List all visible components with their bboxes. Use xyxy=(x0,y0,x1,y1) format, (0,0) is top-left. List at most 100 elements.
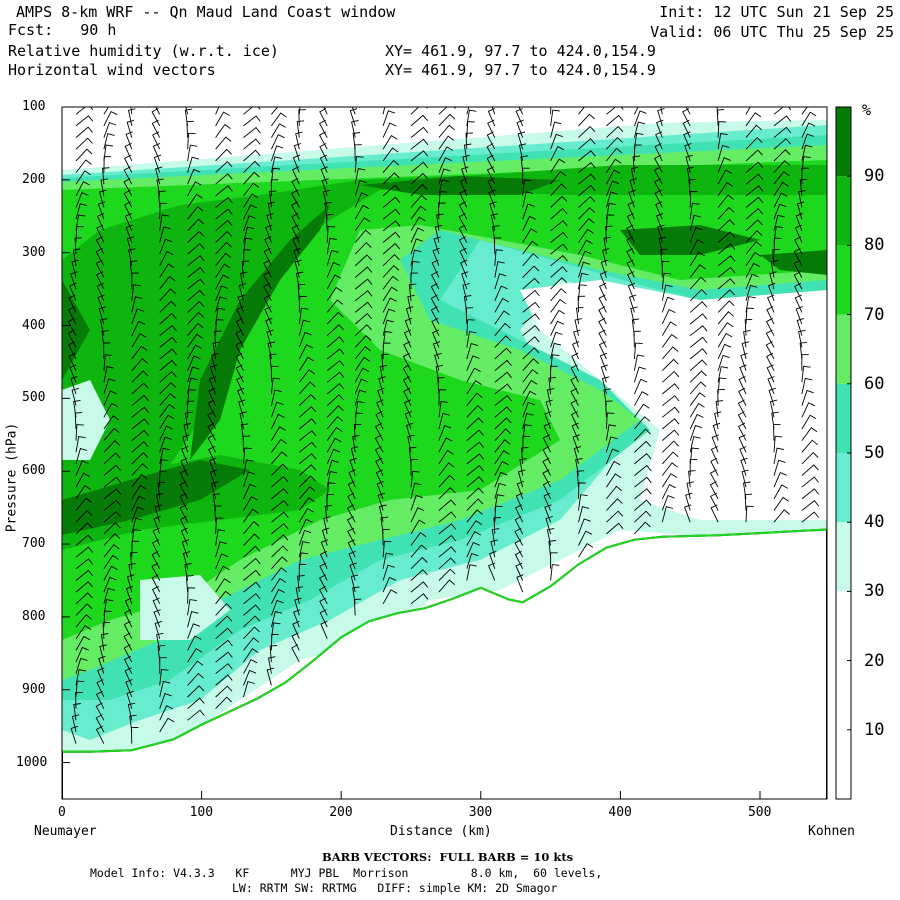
wind-barb xyxy=(270,633,279,651)
wind-barb xyxy=(215,185,233,197)
wind-barb xyxy=(238,399,246,418)
wind-barb xyxy=(717,366,729,383)
wind-barb xyxy=(349,562,357,581)
wind-barb xyxy=(630,306,638,325)
wind-barb xyxy=(215,173,233,185)
wind-barb xyxy=(156,178,164,196)
wind-barb xyxy=(299,430,317,441)
wind-barb xyxy=(628,294,637,313)
wind-barb xyxy=(410,272,418,290)
wind-barb xyxy=(159,275,176,290)
wind-barb xyxy=(159,414,175,430)
wind-barb xyxy=(438,157,452,173)
colorbar-tick-label: 30 xyxy=(864,581,885,602)
wind-barb xyxy=(550,158,566,173)
wind-barb xyxy=(75,424,84,441)
wind-barb xyxy=(75,614,92,628)
wind-barb xyxy=(215,627,233,640)
wind-barb xyxy=(75,460,89,476)
wind-barb xyxy=(215,651,233,663)
wind-barb xyxy=(354,180,367,197)
wind-barb xyxy=(600,364,609,383)
wind-barb xyxy=(801,402,816,418)
wind-barb xyxy=(770,260,779,278)
wind-barb xyxy=(187,230,205,243)
wind-barb xyxy=(771,411,779,430)
wind-barb xyxy=(75,226,84,243)
wind-barb xyxy=(438,511,457,523)
wind-barb xyxy=(321,178,329,197)
wind-barb xyxy=(159,470,167,488)
wind-barb xyxy=(494,505,503,523)
wind-barb xyxy=(75,646,89,663)
wind-barb xyxy=(438,499,456,511)
wind-barb xyxy=(522,369,539,383)
wind-barb xyxy=(131,529,141,546)
wind-barb xyxy=(410,261,420,278)
wind-barb xyxy=(633,132,644,150)
wind-barb xyxy=(326,394,345,407)
wind-barb xyxy=(215,296,227,313)
wind-barb xyxy=(716,107,719,115)
wind-barb xyxy=(798,190,806,208)
wind-barb xyxy=(741,469,750,488)
wind-barb xyxy=(95,690,105,709)
wind-barb xyxy=(466,453,485,465)
wind-barb xyxy=(773,423,781,441)
wind-barb xyxy=(578,530,593,546)
wind-barb xyxy=(131,517,143,535)
wind-barb xyxy=(773,138,791,150)
wind-barb xyxy=(801,464,819,476)
chart-title: AMPS 8-km WRF -- Qn Maud Land Coast wind… xyxy=(16,3,396,21)
wind-barb xyxy=(73,703,81,721)
wind-barb xyxy=(103,599,114,616)
wind-barb xyxy=(187,218,205,232)
wind-barb xyxy=(187,311,205,325)
wind-barb xyxy=(408,446,417,464)
wind-barb xyxy=(745,185,764,197)
wind-barb xyxy=(187,660,204,674)
wind-barb xyxy=(466,530,482,546)
wind-barb xyxy=(102,621,111,639)
wind-barb xyxy=(575,306,584,325)
wind-barb xyxy=(382,231,401,243)
wind-barb xyxy=(103,133,115,150)
wind-barb xyxy=(214,330,222,348)
wind-barb xyxy=(131,308,144,325)
wind-barb xyxy=(103,554,119,570)
wind-barb xyxy=(159,300,177,313)
wind-barb xyxy=(75,126,93,138)
wind-barb xyxy=(271,488,289,500)
wind-barb xyxy=(215,319,224,336)
wind-barb xyxy=(606,473,622,488)
wind-barb xyxy=(689,239,704,255)
model-info-1: Model Info: V4.3.3 KF MYJ PBL Morrison 8… xyxy=(90,866,603,880)
wind-barb xyxy=(633,330,641,348)
wind-barb xyxy=(801,122,816,138)
wind-barb xyxy=(689,264,706,278)
wind-barb xyxy=(324,201,332,220)
wind-barb xyxy=(550,183,567,197)
colorbar-segment xyxy=(836,314,851,384)
wind-barb xyxy=(74,412,83,430)
wind-barb xyxy=(75,534,94,546)
wind-barb xyxy=(522,265,540,278)
wind-barb xyxy=(598,306,607,325)
wind-barb xyxy=(157,644,166,663)
wind-barb xyxy=(75,484,91,500)
wind-barb xyxy=(438,412,450,430)
wind-barb xyxy=(298,393,317,407)
wind-barb xyxy=(382,172,400,185)
wind-barb xyxy=(438,579,455,593)
wind-barb xyxy=(603,388,611,406)
wind-barb xyxy=(772,248,780,266)
wind-barb xyxy=(103,610,112,628)
wind-barb xyxy=(577,295,586,313)
wind-barb xyxy=(243,237,253,255)
wind-barb xyxy=(661,451,679,465)
wind-barb xyxy=(271,523,289,535)
wind-barb xyxy=(243,215,256,231)
wind-barb xyxy=(270,156,282,173)
wind-barb xyxy=(235,329,244,348)
wind-barb xyxy=(354,312,373,325)
